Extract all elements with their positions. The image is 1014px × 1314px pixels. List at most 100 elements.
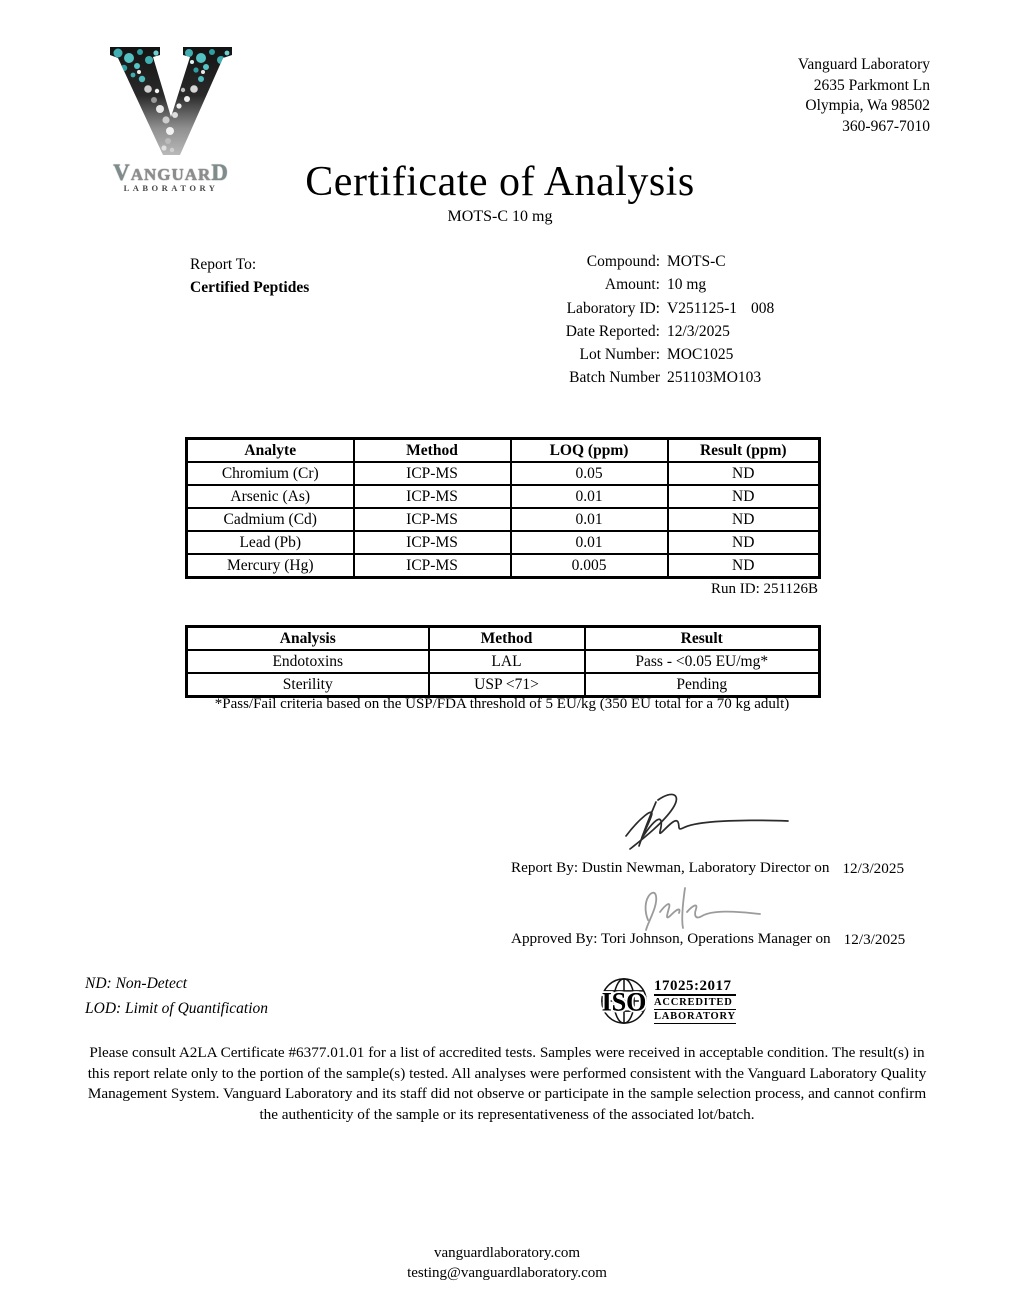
- col-analyte: Analyte: [185, 437, 355, 463]
- cell-loq: 0.01: [509, 530, 669, 555]
- col-result: Result (ppm): [666, 437, 821, 463]
- info-row-amount: Amount: 10 mg: [430, 276, 774, 299]
- cell-result: ND: [666, 484, 821, 509]
- cell-result: Pending: [583, 672, 821, 698]
- logo-brand-first: V: [113, 160, 131, 185]
- lab-city: Olympia, Wa 98502: [805, 97, 930, 114]
- info-row-date-reported: Date Reported: 12/3/2025: [430, 323, 774, 346]
- info-value: MOTS-C: [667, 253, 726, 270]
- lab-street: 2635 Parkmont Ln: [813, 76, 930, 94]
- cell-method: ICP-MS: [352, 484, 512, 509]
- cell-method: ICP-MS: [352, 530, 512, 555]
- run-id: Run ID: 251126B: [711, 581, 818, 597]
- cell-result: ND: [666, 461, 821, 486]
- footer-website: vanguardlaboratory.com: [433, 1245, 581, 1261]
- info-label: Lot Number:: [579, 346, 661, 364]
- table-row: Endotoxins LAL Pass - <0.05 EU/mg*: [185, 649, 821, 674]
- heavy-metals-table: Analyte Method LOQ (ppm) Result (ppm) Ch…: [185, 437, 821, 579]
- cell-method: ICP-MS: [352, 461, 512, 486]
- info-row-lot-number: Lot Number: MOC1025: [430, 346, 774, 369]
- iso-globe-icon: ISO ISO: [600, 978, 648, 1024]
- col-loq: LOQ (ppm): [509, 437, 669, 463]
- logo-subtext: LABORATORY: [123, 183, 219, 193]
- sample-info-block: Compound: MOTS-C Amount: 10 mg Laborator…: [430, 253, 775, 393]
- director-signature-icon: [625, 793, 789, 850]
- info-label: Date Reported:: [565, 322, 660, 340]
- iso-accreditation-mark: ISO ISO 17025:2017 ACCREDITED LABORATORY: [597, 976, 736, 1026]
- table-row: Arsenic (As) ICP-MS 0.01 ND: [185, 484, 821, 509]
- col-result: Result: [583, 625, 821, 651]
- disclaimer-paragraph: Please consult A2LA Certificate #6377.01…: [87, 1044, 927, 1123]
- cell-analyte: Cadmium (Cd): [185, 507, 355, 532]
- cell-result: ND: [666, 553, 821, 579]
- cell-result: ND: [666, 507, 821, 532]
- cell-loq: 0.05: [509, 461, 669, 486]
- cell-method: LAL: [427, 649, 586, 674]
- cell-result: Pass - <0.05 EU/mg*: [583, 649, 821, 674]
- cell-result: ND: [666, 530, 821, 555]
- lab-phone: 360-967-7010: [842, 117, 930, 135]
- vanguard-v-logo-icon: [110, 47, 232, 155]
- info-value: 12/3/2025: [667, 322, 730, 340]
- table-row: Cadmium (Cd) ICP-MS 0.01 ND: [185, 507, 821, 532]
- logo-wordmark: VANGUARD: [103, 160, 239, 186]
- cell-analyte: Chromium (Cr): [185, 461, 355, 486]
- info-row-batch-number: Batch Number 251103MO103: [430, 369, 774, 392]
- iso-globe-text: ISO: [602, 988, 647, 1017]
- approved-by-line: Approved By: Tori Johnson, Operations Ma…: [511, 930, 905, 948]
- cell-method: ICP-MS: [352, 507, 512, 532]
- lod-note: LOD: Limit of Quantification: [85, 999, 268, 1017]
- cell-analysis: Sterility: [185, 672, 430, 698]
- analysis-table: Analysis Method Result Endotoxins LAL Pa…: [185, 625, 821, 698]
- table-header-row: Analyte Method LOQ (ppm) Result (ppm): [185, 437, 821, 463]
- cell-analyte: Arsenic (As): [185, 484, 355, 509]
- cell-loq: 0.01: [509, 484, 669, 509]
- col-method: Method: [427, 625, 586, 651]
- table-row: Sterility USP <71> Pending: [185, 672, 821, 698]
- abbreviation-notes: ND: Non-Detect LOD: Limit of Quantificat…: [85, 972, 268, 1021]
- logo-brand-mid: ANGUAR: [130, 165, 212, 184]
- cell-method: USP <71>: [427, 672, 586, 698]
- info-value: MOC1025: [667, 346, 734, 364]
- report-to-block: Report To: Certified Peptides: [190, 253, 309, 299]
- cell-method: ICP-MS: [352, 553, 512, 579]
- passfail-footnote: *Pass/Fail criteria based on the USP/FDA…: [214, 696, 790, 712]
- info-row-compound: Compound: MOTS-C: [430, 253, 774, 276]
- col-analysis: Analysis: [185, 625, 430, 651]
- approved-by-text: Approved By: Tori Johnson, Operations Ma…: [511, 930, 831, 947]
- page-title: Certificate of Analysis: [305, 159, 695, 205]
- iso-text-block: 17025:2017 ACCREDITED LABORATORY: [654, 978, 736, 1024]
- cell-analyte: Lead (Pb): [185, 530, 355, 555]
- table-row: Chromium (Cr) ICP-MS 0.05 ND: [185, 461, 821, 486]
- lab-name: Vanguard Laboratory: [797, 56, 930, 73]
- vanguard-logo: VANGUARD LABORATORY: [103, 45, 239, 193]
- approved-by-date: 12/3/2025: [843, 931, 906, 948]
- info-label: Amount:: [604, 276, 660, 294]
- info-value: 251103MO103: [667, 369, 762, 387]
- table-header-row: Analysis Method Result: [185, 625, 821, 651]
- report-by-text: Report By: Dustin Newman, Laboratory Dir…: [511, 859, 830, 876]
- col-method: Method: [352, 437, 512, 463]
- info-label: Batch Number: [569, 369, 660, 387]
- cell-analyte: Mercury (Hg): [185, 553, 355, 579]
- cell-loq: 0.005: [509, 553, 669, 579]
- lab-address-block: Vanguard Laboratory 2635 Parkmont Ln Oly…: [798, 55, 930, 137]
- nd-note: ND: Non-Detect: [85, 975, 188, 992]
- iso-standard: 17025:2017: [654, 978, 736, 996]
- cell-loq: 0.01: [509, 507, 669, 532]
- report-by-line: Report By: Dustin Newman, Laboratory Dir…: [511, 859, 904, 877]
- cell-analysis: Endotoxins: [185, 649, 430, 674]
- info-label: Laboratory ID:: [566, 299, 660, 317]
- iso-accredited: ACCREDITED: [654, 996, 736, 1010]
- iso-globe-text: ISO: [602, 988, 647, 1017]
- logo-brand-last: D: [211, 160, 229, 185]
- report-to-label: Report To:: [190, 256, 257, 273]
- info-value: V251125-1: [667, 299, 738, 317]
- report-by-date: 12/3/2025: [842, 860, 905, 877]
- table-row: Mercury (Hg) ICP-MS 0.005 ND: [185, 553, 821, 579]
- info-value: 10 mg: [667, 276, 707, 294]
- info-row-laboratory-id: Laboratory ID: V251125-1 008: [430, 299, 775, 323]
- info-value-extra: 008: [751, 299, 775, 317]
- page-subtitle: MOTS-C 10 mg: [447, 208, 553, 225]
